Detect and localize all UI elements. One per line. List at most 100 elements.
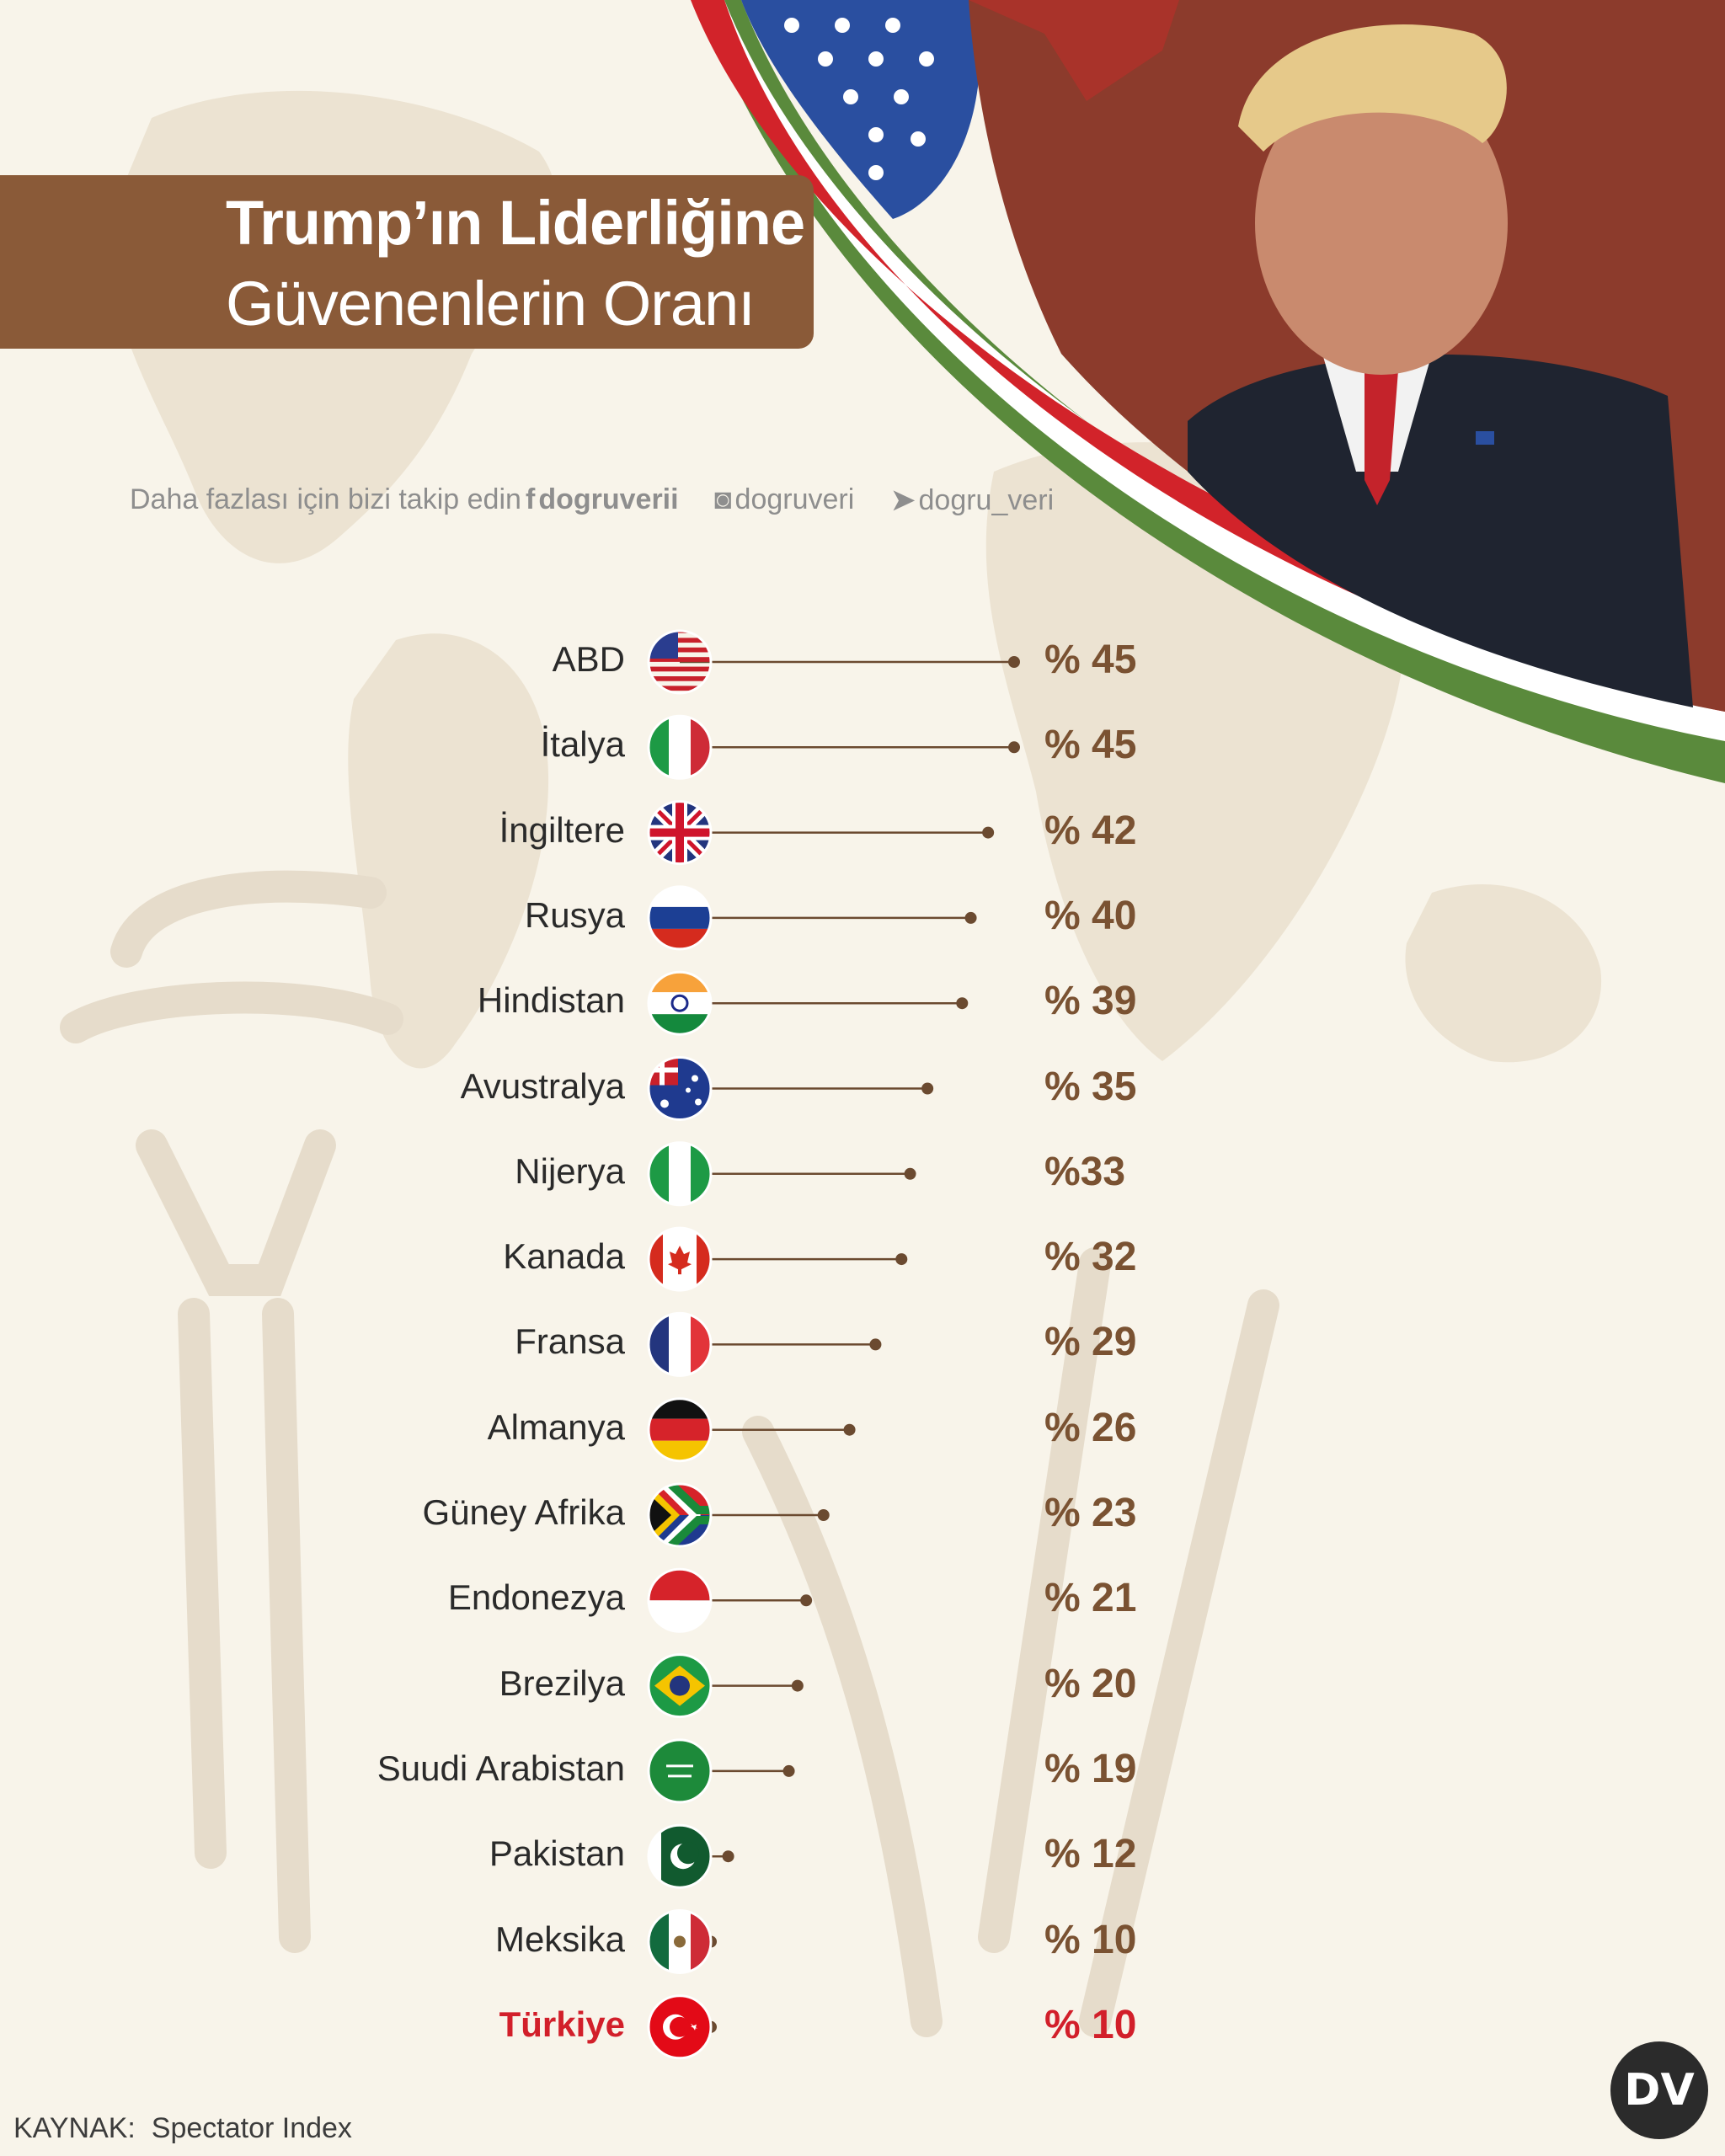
- indonesia-flag-icon: [647, 1567, 713, 1633]
- brazil-flag-icon: [647, 1653, 713, 1719]
- australia-flag-icon: [647, 1056, 713, 1121]
- flag-ring: [647, 1567, 713, 1633]
- country-label: Nijerya: [515, 1150, 625, 1191]
- bar-endpoint: [800, 1594, 813, 1607]
- bar-endpoint: [964, 911, 977, 924]
- saudi-arabia-flag-icon: [647, 1738, 713, 1804]
- instagram-handle-text: dogruveri: [734, 483, 855, 515]
- flag-shape: [649, 666, 711, 672]
- flag-ring: [647, 1482, 713, 1548]
- country-label: Avustralya: [460, 1065, 625, 1106]
- flag-shape: [670, 1675, 690, 1696]
- country-label: Hindistan: [477, 980, 625, 1021]
- flag-shape: [670, 2016, 690, 2037]
- torch-illustration: [60, 870, 1279, 2037]
- flag-shape: [649, 1569, 711, 1601]
- bar-endpoint: [921, 1082, 934, 1095]
- instagram-icon: ◙: [714, 483, 732, 515]
- flag-ring: [647, 1397, 713, 1463]
- flag-shape: [660, 1099, 669, 1108]
- france-flag-icon: [647, 1311, 713, 1377]
- country-label: İtalya: [540, 724, 625, 765]
- flag-ring: [647, 1909, 713, 1974]
- mexico-flag-icon: [647, 1909, 713, 1974]
- bar-endpoint: [817, 1509, 830, 1521]
- twitter-handle[interactable]: ➤ dogru_veri: [891, 483, 1054, 517]
- page-title: Trump’ın Liderliğine: [226, 188, 805, 258]
- india-flag-icon: [647, 970, 713, 1036]
- flag-shape: [666, 1764, 693, 1778]
- source-name: Spectator Index: [151, 2112, 352, 2144]
- facebook-handle-text: dogruverii: [538, 483, 679, 515]
- flag-shape: [649, 638, 711, 643]
- value-label: % 40: [1044, 893, 1137, 938]
- bar-endpoint: [982, 826, 995, 839]
- flag-ring: [647, 885, 713, 951]
- country-label: ABD: [552, 639, 625, 679]
- value-label: % 12: [1044, 1832, 1137, 1877]
- italy-flag-icon: [647, 714, 713, 780]
- flag-ring: [647, 1994, 713, 2060]
- country-label: Fransa: [515, 1321, 625, 1362]
- flag-ring: [647, 714, 713, 780]
- facebook-handle[interactable]: f dogruverii: [526, 483, 679, 516]
- country-label: Suudi Arabistan: [377, 1748, 625, 1788]
- flag-ring: [647, 629, 713, 695]
- bar-endpoint: [956, 997, 969, 1010]
- flag-ring: [647, 1056, 713, 1121]
- flag-ring: [647, 1226, 713, 1292]
- country-label: Güney Afrika: [422, 1492, 625, 1532]
- flag-shape: [649, 1492, 671, 1539]
- value-label: % 23: [1044, 1491, 1137, 1535]
- bar-endpoint: [791, 1679, 804, 1692]
- country-label: Meksika: [494, 1919, 625, 1959]
- nigeria-flag-icon: [647, 1141, 713, 1207]
- pakistan-flag-icon: [647, 1823, 713, 1889]
- south-africa-flag-icon: [647, 1482, 713, 1548]
- country-label: Türkiye: [499, 2004, 625, 2044]
- flag-shape: [649, 906, 711, 929]
- value-label: % 42: [1044, 808, 1137, 853]
- turkey-flag-icon: [647, 1994, 713, 2060]
- country-label: İngiltere: [499, 809, 625, 850]
- follow-text: Daha fazlası için bizi takip edin: [130, 483, 521, 515]
- bar-endpoint: [869, 1338, 882, 1351]
- flag-shape: [649, 1739, 711, 1802]
- flag-shape: [669, 1313, 691, 1376]
- usa-flag-icon: [647, 629, 713, 695]
- country-label: Endonezya: [447, 1577, 625, 1618]
- flag-shape: [686, 1087, 691, 1093]
- flag-shape: [668, 1246, 692, 1275]
- country-label: Pakistan: [489, 1833, 625, 1874]
- bar-endpoint: [904, 1167, 916, 1180]
- instagram-handle[interactable]: ◙ dogruveri: [714, 483, 854, 516]
- flag-shape: [670, 994, 689, 1012]
- flag-shape: [669, 716, 691, 779]
- flag-ring: [647, 970, 713, 1036]
- flag-ring: [647, 1653, 713, 1719]
- bar-endpoint: [1008, 656, 1020, 668]
- flag-shape: [674, 1935, 686, 1948]
- flag-ring: [647, 1311, 713, 1377]
- flag-shape: [649, 657, 711, 662]
- source-credit: KAYNAK: Spectator Index: [13, 2112, 352, 2145]
- flag-shape: [669, 1142, 691, 1205]
- flag-shape: [665, 1484, 711, 1546]
- value-label: % 20: [1044, 1661, 1137, 1706]
- canada-flag-icon: [647, 1226, 713, 1292]
- value-label: % 21: [1044, 1576, 1137, 1621]
- flag-shape: [676, 801, 684, 864]
- country-label: Kanada: [503, 1236, 625, 1277]
- value-label: % 39: [1044, 979, 1137, 1024]
- uk-flag-icon: [647, 800, 713, 866]
- bar-endpoint: [895, 1253, 908, 1266]
- leader-portrait: [969, 0, 1725, 712]
- facebook-icon: f: [526, 483, 536, 515]
- flag-ring: [647, 1738, 713, 1804]
- value-label: % 19: [1044, 1746, 1137, 1791]
- title-banner: [0, 175, 814, 349]
- bar-endpoint: [722, 1850, 734, 1863]
- value-label: % 45: [1044, 723, 1137, 768]
- value-label: % 35: [1044, 1064, 1137, 1109]
